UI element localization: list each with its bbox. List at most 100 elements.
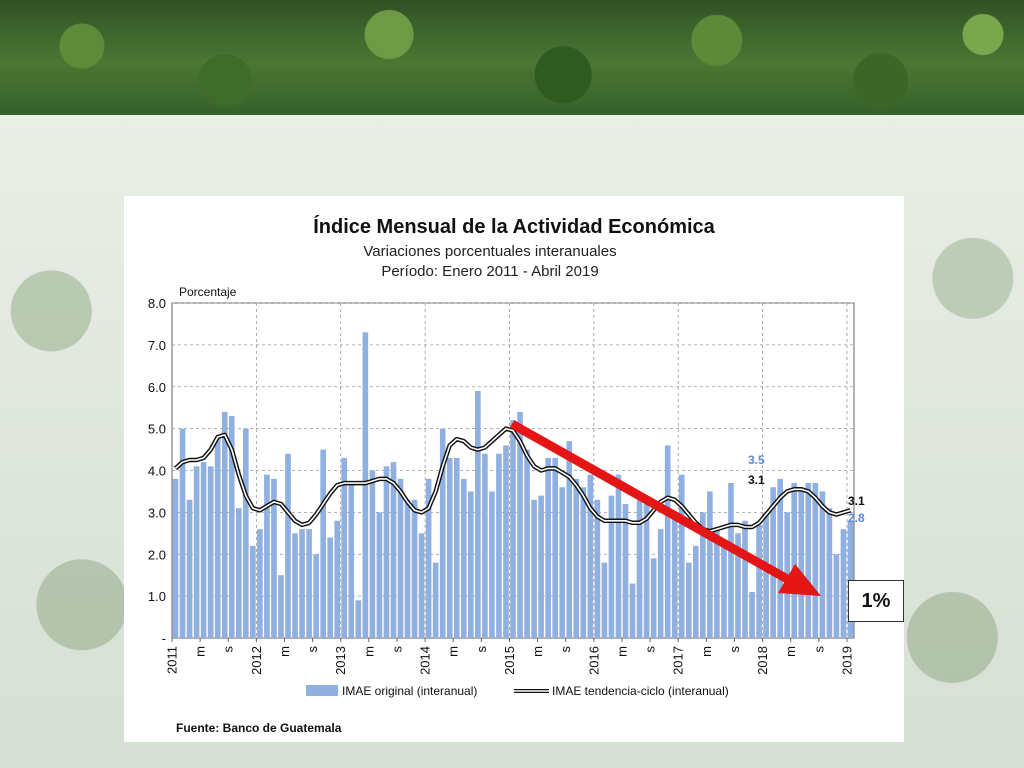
bar [228,416,235,638]
annotation-value: 3.5 [748,453,765,467]
chart-subtitle: Variaciones porcentuales interanuales [363,243,616,260]
bar [468,491,474,638]
x-tick-label: m [783,646,798,657]
y-tick-label: 1.0 [148,589,166,604]
bars-group [172,332,854,638]
y-tick-label: 3.0 [148,505,166,520]
bar [636,499,643,638]
bar [404,499,411,638]
bar [692,545,699,638]
x-tick-label: 2013 [333,646,348,675]
x-tick-label: 2017 [671,646,686,675]
annotation-value: 3.1 [748,473,765,487]
arrow-shaft [509,420,792,584]
red-trend-arrow [509,420,821,596]
bar [257,529,263,638]
bar [292,533,298,638]
bar [482,453,488,638]
x-tick-label: m [361,646,376,657]
bar [243,428,249,638]
bar [819,491,826,638]
x-tick-label: m [699,646,714,657]
bar [355,600,362,638]
x-tick-label: s [389,646,404,653]
bar [798,487,805,638]
bar [348,483,355,638]
x-tick-label: m [614,646,629,657]
bar [418,533,425,638]
bar [496,453,502,638]
bar [475,390,481,638]
bar [657,529,664,638]
y-tick-label: 7.0 [148,338,166,353]
bar [235,508,242,638]
legend: IMAE original (interanual) IMAE tendenci… [306,684,729,698]
bar [791,483,798,638]
bar [650,558,657,638]
bar [643,504,650,638]
bar [615,474,622,638]
bar [671,516,678,638]
arrow-head [778,564,821,596]
bar [531,499,537,638]
bar [608,495,615,638]
y-tick-label: - [162,631,166,646]
bar [559,487,566,638]
bar [707,491,713,638]
chart-card: Índice Mensual de la Actividad Económica… [124,196,904,742]
y-axis-label: Porcentaje [179,285,237,299]
x-tick-label: 2014 [418,646,433,675]
bar [453,457,460,638]
callout-box: 1% [848,580,904,622]
x-tick-label: s [643,646,658,653]
bar [538,495,544,638]
bar [566,441,573,638]
bar [503,445,509,638]
bar [721,541,727,638]
bar [728,483,734,638]
x-tick-label: s [221,646,236,653]
x-tick-label: s [558,646,573,653]
bar [594,499,601,638]
bar [489,491,495,638]
bar [172,478,179,638]
x-tick-label: m [530,646,545,657]
trend-line-group [173,426,852,534]
bar [200,462,207,638]
bar [552,457,558,638]
bar [460,478,467,638]
bar [179,428,186,638]
x-tick-label: s [305,646,320,653]
trend-line-inner [174,427,851,533]
x-tick-label: m [277,646,292,657]
bar [587,474,594,638]
bar [685,562,692,638]
bar [320,449,326,638]
bar [313,554,319,638]
bar [264,474,270,638]
bar [805,483,812,638]
y-tick-label: 5.0 [148,422,166,437]
bar [545,457,551,638]
y-ticks-group: - 1.0 2.0 3.0 4.0 5.0 6.0 7.0 8.0 [148,296,166,646]
bar [299,529,305,638]
bar [622,504,629,638]
bar [749,591,755,638]
annotation-value: 2.8 [848,511,865,525]
bar [306,529,312,638]
bar [742,520,748,638]
annotation-value: 3.1 [848,494,865,508]
bar [777,478,783,638]
forest-canopy-banner [0,0,1024,115]
bar [833,554,840,638]
bar [278,575,284,638]
bar [425,478,432,638]
bar [271,478,277,638]
bar [193,466,200,638]
legend-label-original: IMAE original (interanual) [342,684,477,698]
bar [214,437,221,638]
y-tick-label: 2.0 [148,547,166,562]
annotations-group: 3.5 3.1 3.1 2.8 [748,453,865,525]
bar [826,508,833,638]
x-tick-label: m [446,646,461,657]
